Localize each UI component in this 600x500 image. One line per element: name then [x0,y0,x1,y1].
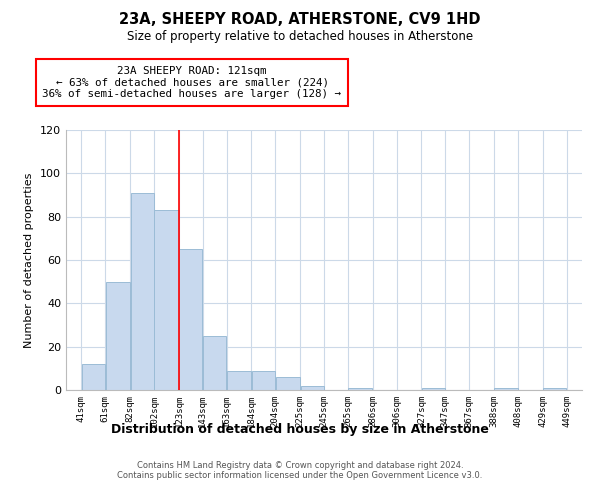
Text: 23A, SHEEPY ROAD, ATHERSTONE, CV9 1HD: 23A, SHEEPY ROAD, ATHERSTONE, CV9 1HD [119,12,481,28]
Text: Distribution of detached houses by size in Atherstone: Distribution of detached houses by size … [111,422,489,436]
Bar [131,193,154,390]
Bar [203,336,226,390]
Bar [106,282,130,390]
Bar [422,388,445,390]
Bar [301,386,324,390]
Text: Size of property relative to detached houses in Atherstone: Size of property relative to detached ho… [127,30,473,43]
Y-axis label: Number of detached properties: Number of detached properties [25,172,34,348]
Bar [494,388,517,390]
Bar [154,210,179,390]
Bar [227,370,251,390]
Bar [82,364,105,390]
Bar [543,388,566,390]
Text: 23A SHEEPY ROAD: 121sqm
← 63% of detached houses are smaller (224)
36% of semi-d: 23A SHEEPY ROAD: 121sqm ← 63% of detache… [43,66,341,99]
Bar [252,370,275,390]
Bar [275,377,300,390]
Bar [179,249,202,390]
Bar [348,388,373,390]
Text: Contains HM Land Registry data © Crown copyright and database right 2024.
Contai: Contains HM Land Registry data © Crown c… [118,460,482,480]
